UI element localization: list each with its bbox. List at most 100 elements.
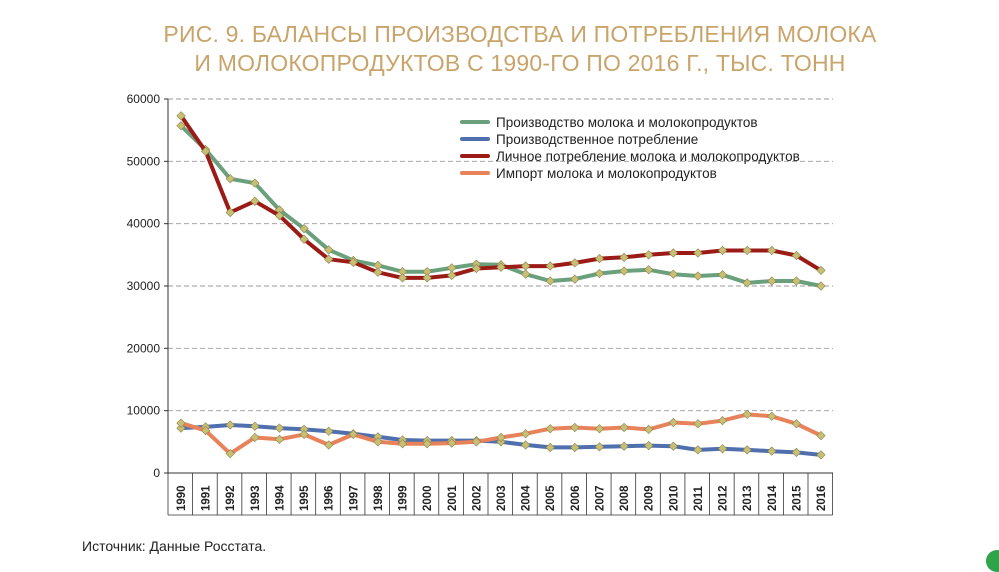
y-tick-label: 40000 <box>127 217 161 231</box>
data-point <box>520 261 531 271</box>
data-point <box>324 440 334 450</box>
legend-label: Производственное потребление <box>496 132 698 147</box>
x-tick-label: 1991 <box>201 485 213 511</box>
data-point <box>200 425 211 436</box>
x-tick-label: 2005 <box>545 485 557 511</box>
data-point <box>422 273 432 283</box>
data-point <box>373 267 383 277</box>
data-point <box>200 146 211 156</box>
data-point <box>816 281 826 291</box>
x-tick-label: 1990 <box>176 485 188 511</box>
data-point <box>299 429 309 439</box>
data-point <box>717 416 728 426</box>
data-point <box>816 265 826 276</box>
data-point <box>644 250 654 260</box>
source-note: Источник: Данные Росстата. <box>82 538 267 554</box>
x-tick-label: 1994 <box>274 485 286 511</box>
data-point <box>225 207 235 218</box>
data-point <box>520 429 531 439</box>
data-point <box>816 450 826 460</box>
y-tick-label: 20000 <box>127 341 161 355</box>
legend-label: Импорт молока и молокопродуктов <box>496 166 717 181</box>
data-point <box>324 245 334 255</box>
y-tick-label: 0 <box>153 466 160 480</box>
data-point <box>397 439 408 449</box>
data-point <box>348 257 358 267</box>
data-point <box>225 420 235 430</box>
y-tick-label: 60000 <box>127 92 161 106</box>
data-point <box>668 417 678 428</box>
x-tick-label: 2007 <box>594 485 606 511</box>
data-point <box>816 430 826 441</box>
data-point <box>570 442 580 453</box>
data-point <box>594 253 605 264</box>
data-point <box>274 434 285 444</box>
data-point <box>717 270 728 280</box>
data-point <box>619 422 629 433</box>
chart-title-line-2: И МОЛОКОПРОДУКТОВ С 1990-ГО ПО 2016 Г., … <box>194 50 846 76</box>
data-point <box>570 422 580 433</box>
data-point <box>644 265 654 275</box>
data-point <box>545 261 555 271</box>
data-point <box>471 437 482 447</box>
data-point <box>619 266 629 276</box>
data-point <box>250 196 260 206</box>
x-tick-label: 2002 <box>471 485 483 511</box>
x-tick-label: 2004 <box>521 485 533 511</box>
data-point <box>693 248 703 258</box>
data-point <box>742 445 752 455</box>
x-tick-label: 2011 <box>693 485 705 511</box>
data-point <box>274 210 285 221</box>
data-point <box>717 245 728 256</box>
x-tick-label: 1999 <box>398 485 410 511</box>
chart-title: РИС. 9. БАЛАНСЫ ПРОИЗВОДСТВА И ПОТРЕБЛЕН… <box>0 20 999 78</box>
data-point <box>299 234 309 244</box>
x-tick-label: 1996 <box>324 485 336 511</box>
data-point <box>767 446 777 456</box>
x-tick-label: 1997 <box>348 485 360 511</box>
data-point <box>520 440 531 450</box>
data-point <box>397 273 408 283</box>
data-point <box>324 254 334 264</box>
y-tick-label: 50000 <box>127 154 161 168</box>
x-tick-label: 1992 <box>225 485 237 511</box>
x-tick-label: 2006 <box>570 485 582 511</box>
x-tick-label: 2012 <box>718 485 730 511</box>
x-tick-label: 2008 <box>619 485 631 511</box>
data-point <box>225 449 235 459</box>
data-point <box>250 178 260 188</box>
data-point <box>274 423 285 433</box>
data-point <box>693 271 703 281</box>
data-point <box>668 248 678 258</box>
x-tick-label: 2014 <box>767 485 779 511</box>
legend-label: Личное потребление молока и молокопродук… <box>496 149 800 164</box>
data-point <box>594 268 605 279</box>
data-point <box>545 442 555 453</box>
data-point <box>767 245 777 256</box>
data-point <box>496 262 506 272</box>
data-point <box>225 174 235 184</box>
data-point <box>545 276 555 286</box>
x-tick-label: 2000 <box>422 485 434 511</box>
data-point <box>767 276 777 286</box>
data-point <box>717 444 728 454</box>
data-point <box>299 224 309 234</box>
y-tick-label: 30000 <box>127 279 161 293</box>
data-point <box>619 441 629 451</box>
data-point <box>693 419 703 429</box>
data-point <box>348 429 358 439</box>
data-point <box>791 250 802 261</box>
data-point <box>520 269 531 279</box>
x-tick-label: 2003 <box>496 485 508 511</box>
data-point <box>176 423 186 433</box>
x-tick-label: 1995 <box>299 485 311 511</box>
x-tick-label: 2001 <box>447 485 459 511</box>
x-tick-label: 2016 <box>816 485 828 511</box>
data-point <box>791 419 802 429</box>
data-point <box>250 421 260 431</box>
data-point <box>644 440 654 451</box>
data-point <box>693 445 703 455</box>
data-point <box>668 441 678 451</box>
legend-label: Производство молока и молокопродуктов <box>496 115 758 130</box>
